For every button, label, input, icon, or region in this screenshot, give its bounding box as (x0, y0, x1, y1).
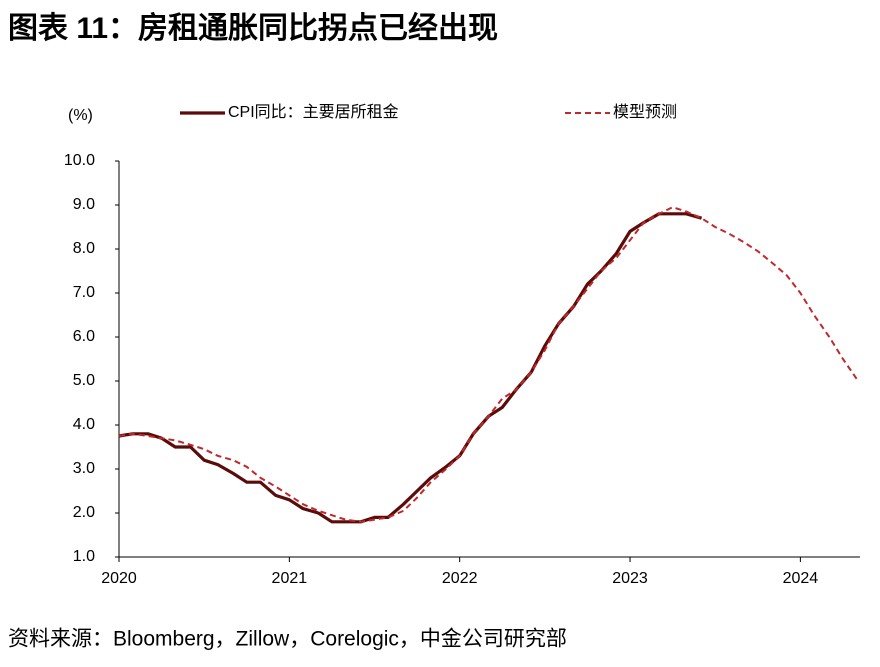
x-tick-label: 2021 (272, 570, 308, 587)
y-tick-label: 5.0 (73, 372, 95, 389)
x-tick-label: 2022 (442, 570, 478, 587)
y-tick-label: 7.0 (73, 284, 95, 301)
y-axis-unit: (%) (68, 107, 93, 124)
y-tick-label: 9.0 (73, 196, 95, 213)
legend-label: 模型预测 (613, 103, 677, 121)
data-line (118, 206, 858, 523)
legend-label: CPI同比：主要居所租金 (228, 103, 399, 121)
chart-title: 图表 11：房租通胀同比拐点已经出现 (8, 11, 498, 45)
x-tick-label: 2024 (783, 570, 819, 587)
y-tick-label: 2.0 (73, 504, 95, 521)
x-tick-label: 2020 (101, 570, 137, 587)
y-tick-label: 10.0 (64, 152, 95, 169)
y-tick-label: 6.0 (73, 328, 95, 345)
x-tick-label: 2023 (612, 570, 648, 587)
source-note: 资料来源：Bloomberg，Zillow，Corelogic，中金公司研究部 (8, 628, 567, 651)
data-line (118, 212, 703, 524)
y-tick-label: 3.0 (73, 460, 95, 477)
y-tick-label: 1.0 (73, 548, 95, 565)
y-tick-label: 4.0 (73, 416, 95, 433)
y-tick-label: 8.0 (73, 240, 95, 257)
